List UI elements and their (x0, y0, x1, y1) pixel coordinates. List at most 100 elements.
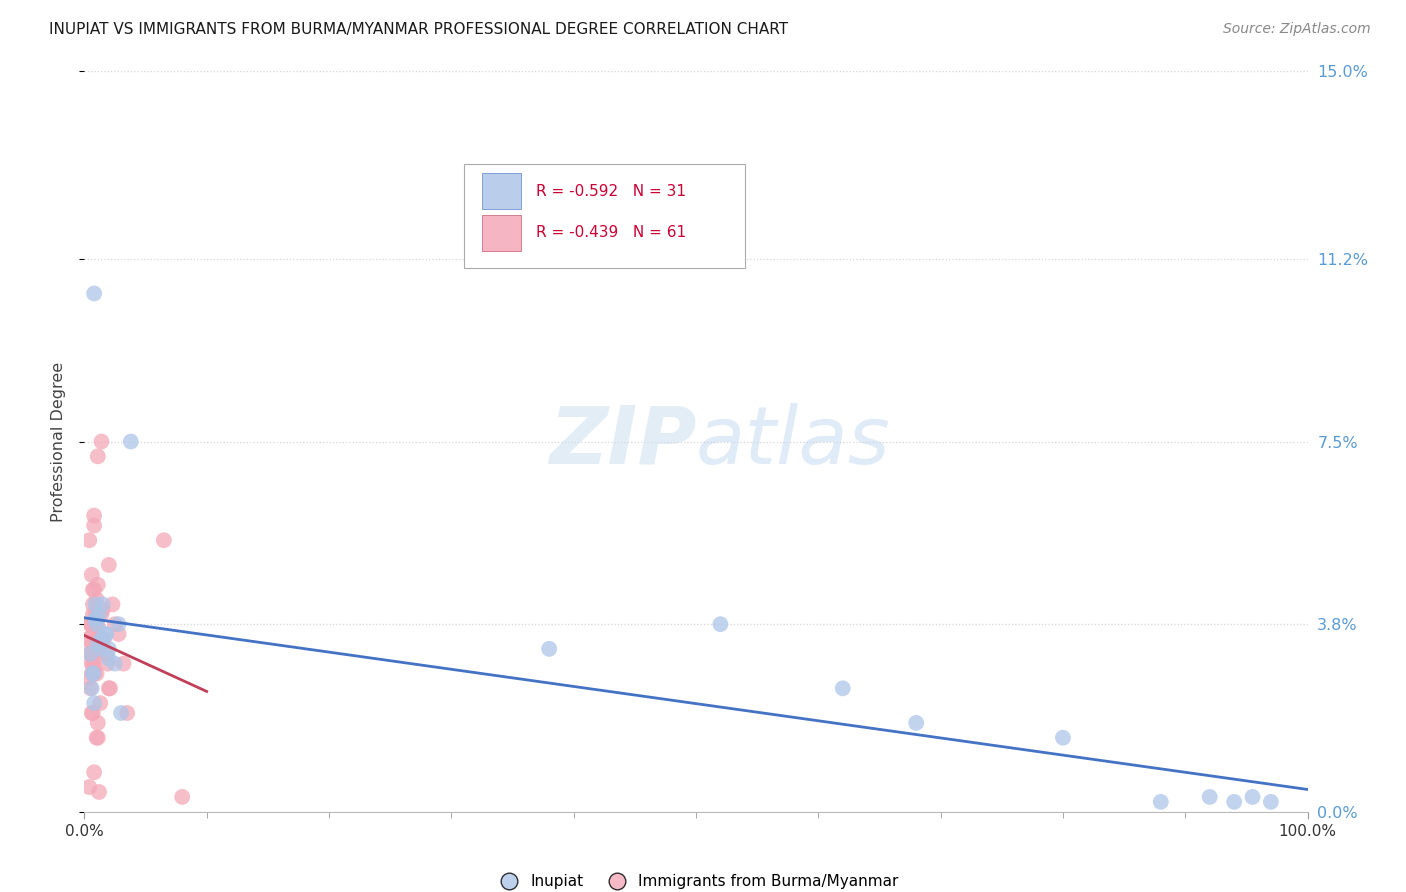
Point (94, 627, 117, 641)
Point (82, 598, 104, 612)
Point (91, 632, 114, 646)
Point (87, 632, 110, 646)
Point (96, 627, 118, 641)
Point (709, 617, 731, 632)
Point (84, 607, 107, 622)
Point (97, 681, 120, 696)
Point (87, 577, 110, 591)
FancyBboxPatch shape (482, 215, 522, 251)
Legend: Inupiat, Immigrants from Burma/Myanmar: Inupiat, Immigrants from Burma/Myanmar (494, 874, 898, 889)
Point (97, 641, 120, 656)
Point (87, 637, 110, 651)
Point (86, 592, 108, 607)
Point (77, 780, 100, 794)
Point (83, 286, 105, 301)
Point (115, 706, 138, 720)
Text: Source: ZipAtlas.com: Source: ZipAtlas.com (1223, 22, 1371, 37)
Point (79, 617, 101, 632)
Point (83, 582, 105, 597)
Point (80, 706, 103, 720)
Point (538, 641, 561, 656)
Point (96, 647, 118, 661)
Point (90, 434, 112, 449)
Point (1052, 731, 1074, 745)
Point (91, 598, 114, 612)
Text: ZIP: ZIP (548, 402, 696, 481)
Point (82, 666, 104, 681)
Point (83, 765, 105, 780)
Point (153, 533, 176, 548)
Point (86, 612, 108, 626)
Point (77, 632, 100, 646)
Point (83, 518, 105, 533)
Point (83, 651, 105, 665)
Point (1241, 789, 1264, 804)
Point (87, 622, 110, 636)
Point (77, 533, 100, 548)
Point (80, 666, 103, 681)
Point (1223, 795, 1246, 809)
FancyBboxPatch shape (482, 173, 522, 210)
Point (101, 598, 124, 612)
Point (112, 657, 135, 671)
Point (87, 612, 110, 626)
Point (82, 607, 104, 622)
Point (82, 617, 104, 632)
Point (89, 641, 111, 656)
Point (89, 696, 111, 710)
Point (82, 582, 104, 597)
Point (83, 508, 105, 523)
Point (107, 627, 129, 641)
Point (107, 617, 129, 632)
Point (87, 641, 110, 656)
Point (83, 666, 105, 681)
Point (87, 715, 110, 730)
Point (97, 657, 120, 671)
Point (82, 666, 104, 681)
Point (104, 617, 127, 632)
Point (97, 651, 120, 665)
Point (80, 681, 103, 696)
Point (90, 632, 112, 646)
Point (87, 450, 110, 464)
Point (104, 657, 127, 671)
Point (1150, 795, 1173, 809)
Point (86, 666, 108, 681)
Point (93, 632, 115, 646)
Point (86, 731, 108, 745)
Point (110, 706, 132, 720)
Point (87, 607, 110, 622)
Point (82, 657, 104, 671)
Text: R = -0.592   N = 31: R = -0.592 N = 31 (536, 184, 686, 199)
Point (98, 681, 121, 696)
Text: INUPIAT VS IMMIGRANTS FROM BURMA/MYANMAR PROFESSIONAL DEGREE CORRELATION CHART: INUPIAT VS IMMIGRANTS FROM BURMA/MYANMAR… (49, 22, 789, 37)
FancyBboxPatch shape (464, 164, 745, 268)
Point (79, 617, 101, 632)
Point (120, 434, 142, 449)
Point (97, 558, 120, 572)
Point (172, 789, 194, 804)
Point (82, 627, 104, 641)
Point (86, 617, 108, 632)
Point (1260, 795, 1282, 809)
Point (80, 637, 103, 651)
Point (84, 598, 107, 612)
Point (80, 567, 103, 582)
Text: R = -0.439   N = 61: R = -0.439 N = 61 (536, 226, 686, 240)
Point (83, 647, 105, 661)
Point (80, 657, 103, 671)
Point (83, 662, 105, 676)
Point (87, 785, 110, 799)
Point (1198, 789, 1220, 804)
Point (905, 715, 928, 730)
Point (77, 672, 100, 686)
Point (82, 706, 104, 720)
Point (77, 647, 100, 661)
Point (79, 647, 101, 661)
Point (83, 696, 105, 710)
Point (87, 731, 110, 745)
Point (79, 681, 101, 696)
Text: atlas: atlas (696, 402, 891, 481)
Point (831, 681, 853, 696)
Y-axis label: Professional Degree: Professional Degree (51, 361, 66, 522)
